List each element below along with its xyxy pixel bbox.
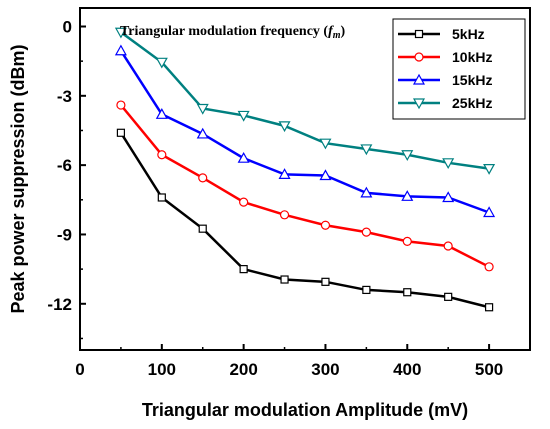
y-tick-label: -9 xyxy=(57,225,72,244)
x-tick-label: 400 xyxy=(393,360,421,379)
data-point xyxy=(401,150,414,161)
data-point xyxy=(114,44,127,56)
legend-label: 10kHz xyxy=(452,49,492,65)
plot-frame xyxy=(79,7,531,351)
series-5kHz xyxy=(116,128,494,312)
data-point xyxy=(155,57,168,69)
x-tick-label: 500 xyxy=(475,360,503,379)
data-point xyxy=(360,144,373,156)
series-line xyxy=(119,104,490,268)
data-point xyxy=(484,262,494,272)
data-point xyxy=(402,236,412,246)
x-tick-label: 100 xyxy=(148,360,176,379)
series-10kHz xyxy=(116,100,494,272)
x-tick-label: 200 xyxy=(229,360,257,379)
series-15kHz xyxy=(114,44,496,218)
data-point xyxy=(412,98,426,110)
legend-entry: 25kHz xyxy=(398,95,492,111)
data-point xyxy=(414,29,424,39)
data-point xyxy=(157,193,166,202)
data-point xyxy=(401,190,414,201)
data-point xyxy=(239,197,249,207)
legend-label: 15kHz xyxy=(452,72,492,88)
data-point xyxy=(484,303,494,312)
data-point xyxy=(278,121,291,133)
data-point xyxy=(237,151,250,163)
y-axis-title: Peak power suppression (dBm) xyxy=(8,44,28,313)
data-point xyxy=(278,168,291,179)
data-point xyxy=(198,224,207,233)
data-point xyxy=(319,169,332,181)
data-point xyxy=(196,103,209,115)
data-point xyxy=(442,191,455,203)
series-line xyxy=(119,132,490,309)
data-point xyxy=(443,241,453,251)
y-tick-label: -12 xyxy=(47,295,72,314)
data-point xyxy=(280,275,289,284)
series-line xyxy=(119,50,490,214)
x-tick-label: 0 xyxy=(75,360,84,379)
legend-entry: 10kHz xyxy=(398,49,492,65)
legend-label: 25kHz xyxy=(452,95,492,111)
data-point xyxy=(237,110,250,122)
data-point xyxy=(360,186,373,198)
data-point xyxy=(196,127,209,139)
data-point xyxy=(321,277,330,286)
legend-entry: 5kHz xyxy=(398,26,485,42)
legend-entry: 15kHz xyxy=(398,72,492,88)
data-point xyxy=(403,288,412,297)
data-point xyxy=(198,173,208,183)
data-point xyxy=(483,206,496,218)
data-point xyxy=(155,108,168,119)
data-point xyxy=(320,220,331,230)
legend-title: Triangular modulation frequency (fm) xyxy=(120,24,346,41)
data-point xyxy=(239,265,248,274)
data-point xyxy=(361,227,371,237)
legend: Triangular modulation frequency (fm) 5kH… xyxy=(120,18,526,120)
data-point xyxy=(412,73,426,85)
y-tick-label: 0 xyxy=(63,17,72,36)
y-tick-label: -3 xyxy=(57,87,72,106)
x-axis-title: Triangular modulation Amplitude (mV) xyxy=(142,400,468,420)
y-tick-label: -6 xyxy=(57,156,72,175)
series-line xyxy=(120,31,490,170)
data-point xyxy=(414,52,424,62)
x-tick-label: 300 xyxy=(311,360,339,379)
legend-label: 5kHz xyxy=(452,26,485,42)
data-point xyxy=(116,128,126,137)
data-point xyxy=(362,285,371,295)
data-point xyxy=(116,100,126,110)
data-point xyxy=(483,164,496,175)
data-point xyxy=(114,27,127,39)
data-point xyxy=(319,138,332,150)
data-point xyxy=(157,150,167,160)
data-point xyxy=(444,292,453,301)
data-point xyxy=(442,158,455,170)
series-25kHz xyxy=(114,27,496,175)
data-point xyxy=(279,210,290,220)
